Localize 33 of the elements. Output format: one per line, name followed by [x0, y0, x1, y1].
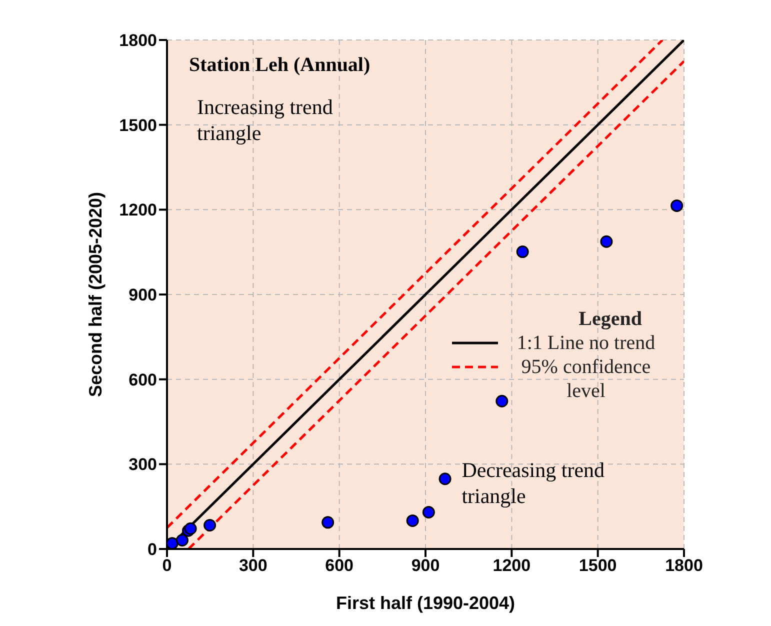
x-tick-label: 600: [325, 556, 354, 576]
y-tick-label: 900: [128, 286, 157, 305]
x-tick-label: 0: [162, 556, 172, 576]
y-tick-label: 600: [128, 370, 157, 390]
point: [204, 518, 216, 532]
x-tick-label: 900: [411, 556, 440, 576]
annotation: Increasing trend triangle: [197, 94, 334, 146]
y-tick-label: 1500: [119, 116, 157, 135]
point: [670, 199, 684, 212]
y-axis-title: Second half (2005-2020): [85, 192, 106, 398]
point: [422, 506, 435, 518]
x-tick-label: 300: [238, 556, 268, 576]
y-tick-label: 1800: [119, 31, 157, 50]
y-tick-label: 0: [148, 540, 157, 560]
x-tick-label: 1200: [492, 556, 531, 576]
x-tick-label: 1800: [665, 556, 703, 576]
point: [600, 235, 613, 248]
x-axis-title: First half (1990-2004): [336, 593, 516, 613]
point: [406, 514, 419, 527]
x-tick-label: 1500: [578, 556, 617, 576]
point: [176, 534, 188, 546]
legend-title: Legend: [578, 308, 643, 331]
y-tick-label: 300: [128, 455, 157, 474]
y-tick-label: 1200: [119, 200, 157, 220]
annotation: Decreasing trend triangle: [462, 457, 606, 510]
text: Station Leh (Annual): [189, 54, 370, 77]
point: [516, 246, 529, 258]
point: [322, 516, 334, 529]
point: [438, 472, 452, 486]
point: [167, 537, 178, 549]
legend-label: 1:1 Line no trend: [516, 331, 656, 355]
point: [496, 394, 508, 408]
legend-label: 95% confidence level: [520, 355, 652, 403]
